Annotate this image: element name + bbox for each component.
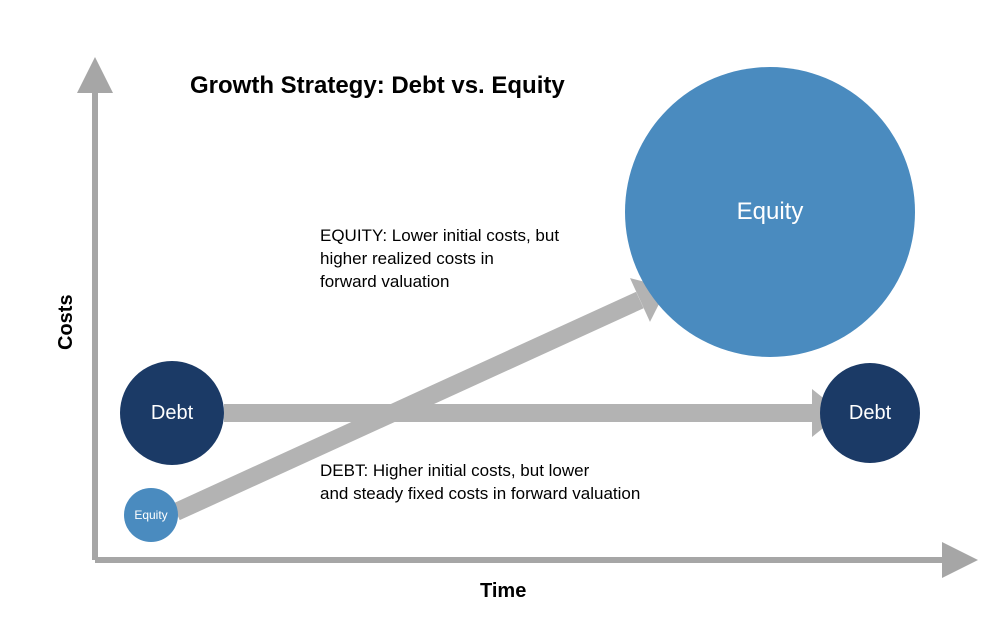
chart-title: Growth Strategy: Debt vs. Equity	[190, 72, 565, 100]
bubble-label-debt-left: Debt	[151, 402, 193, 425]
bubble-debt-left: Debt	[120, 361, 224, 465]
bubble-label-equity-right: Equity	[737, 198, 804, 226]
annotation-line: higher realized costs in	[320, 248, 559, 271]
annotation-line: DEBT: Higher initial costs, but lower	[320, 460, 640, 483]
bubble-debt-right: Debt	[820, 363, 920, 463]
bubble-label-equity-left: Equity	[134, 508, 167, 522]
annotation-line: and steady fixed costs in forward valuat…	[320, 483, 640, 506]
annotation-line: EQUITY: Lower initial costs, but	[320, 225, 559, 248]
annotation-line: forward valuation	[320, 271, 559, 294]
x-axis-label: Time	[480, 580, 526, 603]
debt-arrow-line	[224, 404, 812, 422]
chart-canvas: Debt Equity Equity Debt Growth Strategy: De…	[0, 0, 987, 640]
bubble-label-debt-right: Debt	[849, 402, 891, 425]
bubble-equity-left: Equity	[124, 488, 178, 542]
bubble-equity-right: Equity	[625, 67, 915, 357]
annotation-equity-note: EQUITY: Lower initial costs, buthigher r…	[320, 225, 559, 294]
annotation-debt-note: DEBT: Higher initial costs, but lowerand…	[320, 460, 640, 506]
y-axis-label: Costs	[55, 294, 78, 350]
